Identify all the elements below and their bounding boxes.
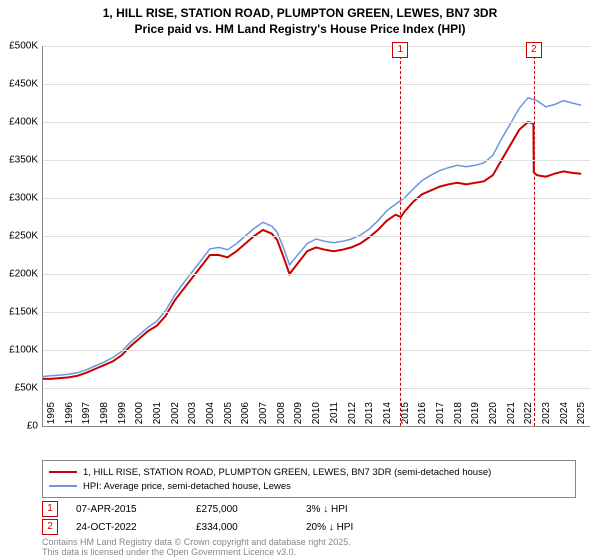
event-price: £334,000 — [196, 522, 306, 533]
x-tick-label: 1998 — [99, 402, 110, 432]
x-tick-label: 1995 — [46, 402, 57, 432]
events-table: 1 07-APR-2015£275,0003% ↓ HPI 2 24-OCT-2022… — [42, 500, 406, 536]
gridline — [42, 160, 590, 161]
x-tick-label: 2013 — [364, 402, 375, 432]
x-tick-label: 2011 — [329, 402, 340, 432]
y-tick-label: £250K — [0, 231, 38, 242]
gridline — [42, 236, 590, 237]
x-tick-label: 2012 — [347, 402, 358, 432]
gridline — [42, 350, 590, 351]
y-axis — [42, 46, 43, 426]
event-row: 1 07-APR-2015£275,0003% ↓ HPI — [42, 500, 406, 518]
gridline — [42, 46, 590, 47]
x-tick-label: 2014 — [382, 402, 393, 432]
x-tick-label: 2004 — [205, 402, 216, 432]
y-tick-label: £300K — [0, 193, 38, 204]
x-tick-label: 2001 — [152, 402, 163, 432]
event-date: 07-APR-2015 — [76, 504, 196, 515]
y-tick-label: £400K — [0, 117, 38, 128]
x-tick-label: 1999 — [117, 402, 128, 432]
x-tick-label: 2025 — [576, 402, 587, 432]
legend-row: HPI: Average price, semi-detached house,… — [49, 479, 569, 493]
x-tick-label: 2019 — [470, 402, 481, 432]
event-delta: 20% ↓ HPI — [306, 522, 406, 533]
x-tick-label: 2023 — [541, 402, 552, 432]
y-tick-label: £350K — [0, 155, 38, 166]
legend-swatch — [49, 471, 77, 473]
gridline — [42, 388, 590, 389]
event-date: 24-OCT-2022 — [76, 522, 196, 533]
x-tick-label: 2007 — [258, 402, 269, 432]
event-marker-line — [534, 46, 535, 426]
x-tick-label: 2016 — [417, 402, 428, 432]
legend: 1, HILL RISE, STATION ROAD, PLUMPTON GRE… — [42, 460, 576, 498]
gridline — [42, 84, 590, 85]
x-tick-label: 2017 — [435, 402, 446, 432]
x-tick-label: 2002 — [170, 402, 181, 432]
y-tick-label: £450K — [0, 79, 38, 90]
event-marker-icon: 2 — [42, 519, 58, 535]
x-tick-label: 2005 — [223, 402, 234, 432]
event-price: £275,000 — [196, 504, 306, 515]
event-row: 2 24-OCT-2022£334,00020% ↓ HPI — [42, 518, 406, 536]
y-tick-label: £100K — [0, 345, 38, 356]
gridline — [42, 312, 590, 313]
x-tick-label: 2021 — [506, 402, 517, 432]
y-tick-label: £200K — [0, 269, 38, 280]
y-tick-label: £50K — [0, 383, 38, 394]
x-tick-label: 1996 — [64, 402, 75, 432]
x-tick-label: 2024 — [559, 402, 570, 432]
x-tick-label: 2009 — [293, 402, 304, 432]
x-tick-label: 2018 — [453, 402, 464, 432]
x-axis — [42, 426, 590, 427]
y-tick-label: £0 — [0, 421, 38, 432]
x-tick-label: 2020 — [488, 402, 499, 432]
event-marker-box: 2 — [526, 42, 542, 58]
y-tick-label: £500K — [0, 41, 38, 52]
legend-swatch — [49, 485, 77, 487]
x-tick-label: 2006 — [240, 402, 251, 432]
x-tick-label: 2008 — [276, 402, 287, 432]
gridline — [42, 122, 590, 123]
x-tick-label: 1997 — [81, 402, 92, 432]
x-tick-label: 2003 — [187, 402, 198, 432]
legend-label: HPI: Average price, semi-detached house,… — [83, 481, 291, 492]
event-delta: 3% ↓ HPI — [306, 504, 406, 515]
title-line1: 1, HILL RISE, STATION ROAD, PLUMPTON GRE… — [0, 6, 600, 22]
series-hpi — [42, 98, 581, 377]
x-tick-label: 2000 — [134, 402, 145, 432]
event-marker-icon: 1 — [42, 501, 58, 517]
x-tick-label: 2022 — [523, 402, 534, 432]
legend-label: 1, HILL RISE, STATION ROAD, PLUMPTON GRE… — [83, 467, 491, 478]
legend-row: 1, HILL RISE, STATION ROAD, PLUMPTON GRE… — [49, 465, 569, 479]
chart-container: 1, HILL RISE, STATION ROAD, PLUMPTON GRE… — [0, 0, 600, 560]
gridline — [42, 198, 590, 199]
title-block: 1, HILL RISE, STATION ROAD, PLUMPTON GRE… — [0, 0, 600, 37]
event-marker-box: 1 — [392, 42, 408, 58]
x-tick-label: 2010 — [311, 402, 322, 432]
y-tick-label: £150K — [0, 307, 38, 318]
chart-area: £0£50K£100K£150K£200K£250K£300K£350K£400… — [42, 46, 590, 426]
gridline — [42, 274, 590, 275]
event-marker-line — [400, 46, 401, 426]
footer-line2: This data is licensed under the Open Gov… — [42, 548, 351, 558]
title-line2: Price paid vs. HM Land Registry's House … — [0, 22, 600, 38]
footer: Contains HM Land Registry data © Crown c… — [42, 538, 351, 558]
